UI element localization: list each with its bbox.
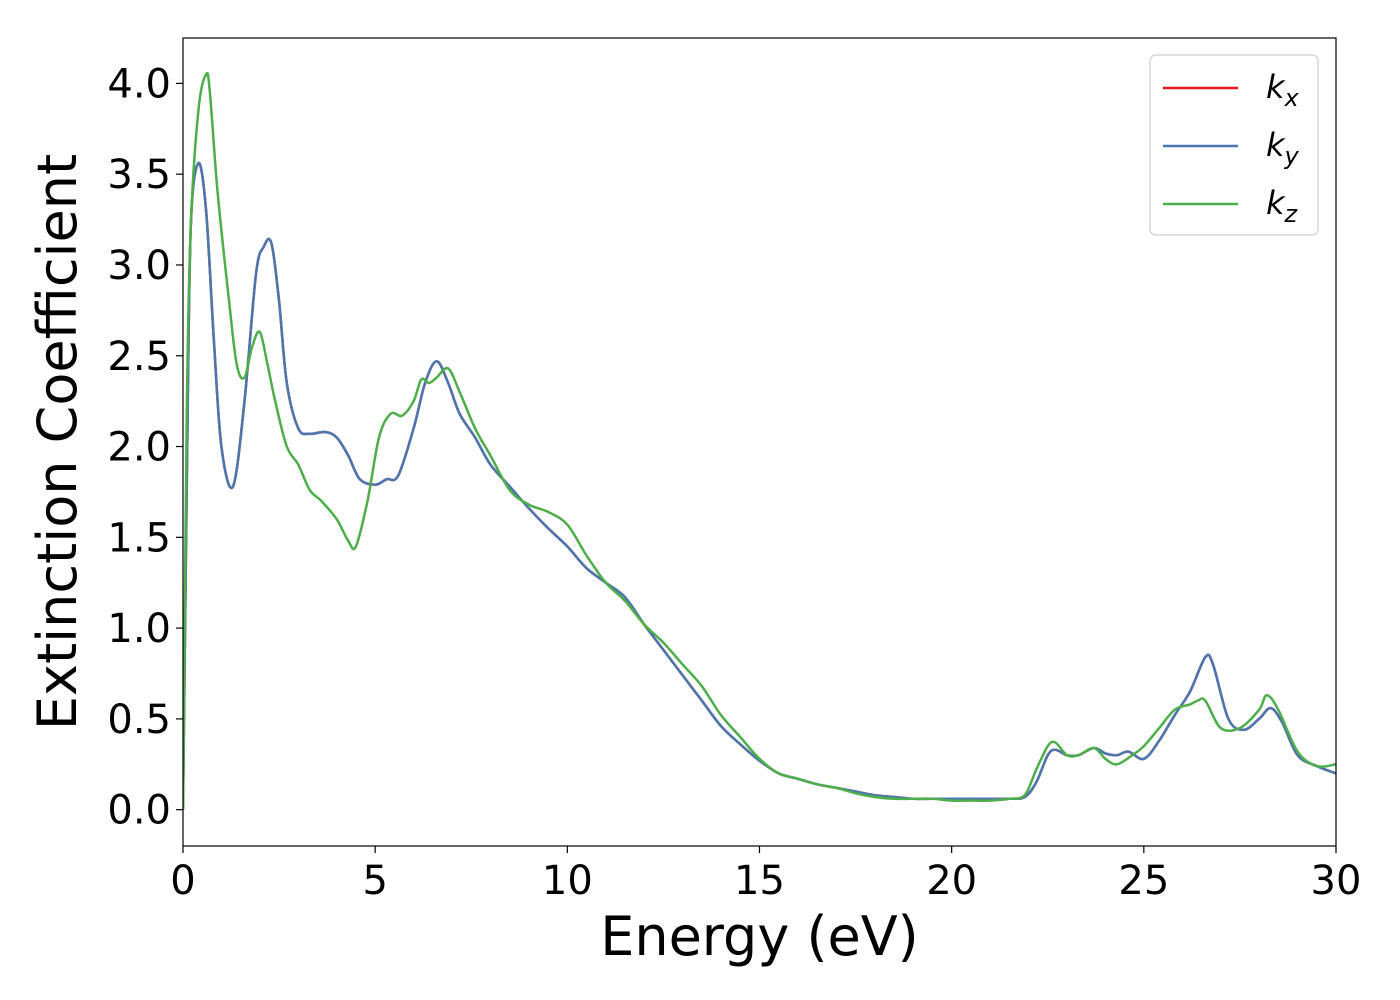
x-tick-label: 20 (926, 858, 977, 904)
y-tick-label: 4.0 (107, 61, 171, 107)
x-axis: 0 5 10 15 20 25 30 (170, 846, 1361, 904)
x-tick-label: 25 (1118, 858, 1169, 904)
y-tick-label: 2.5 (107, 334, 171, 380)
legend: kx ky kz (1149, 54, 1319, 236)
x-axis-title: Energy (eV) (600, 905, 919, 968)
y-tick-label: 0.5 (107, 697, 171, 743)
y-tick-label: 3.0 (107, 243, 171, 289)
legend-label-x: kx (1266, 68, 1300, 112)
legend-label-z: kz (1266, 184, 1299, 228)
y-tick-label: 2.0 (107, 425, 171, 471)
x-tick-label: 0 (170, 858, 195, 904)
y-tick-label: 1.5 (107, 515, 171, 561)
series-line-z (183, 71, 1336, 810)
x-tick-label: 30 (1311, 858, 1362, 904)
series-layer (183, 71, 1336, 810)
y-axis-title: Extinction Coefficient (26, 154, 89, 730)
x-tick-label: 15 (734, 858, 785, 904)
y-tick-label: 0.0 (107, 788, 171, 834)
y-tick-label: 3.5 (107, 152, 171, 198)
x-tick-label: 5 (362, 858, 387, 904)
x-tick-label: 10 (542, 858, 593, 904)
series-line-y (183, 162, 1336, 810)
plot-area (183, 38, 1336, 846)
legend-label-y: ky (1266, 126, 1300, 170)
y-axis: 0.0 0.5 1.0 1.5 2.0 2.5 3.0 3.5 4.0 (107, 61, 183, 834)
y-tick-label: 1.0 (107, 606, 171, 652)
